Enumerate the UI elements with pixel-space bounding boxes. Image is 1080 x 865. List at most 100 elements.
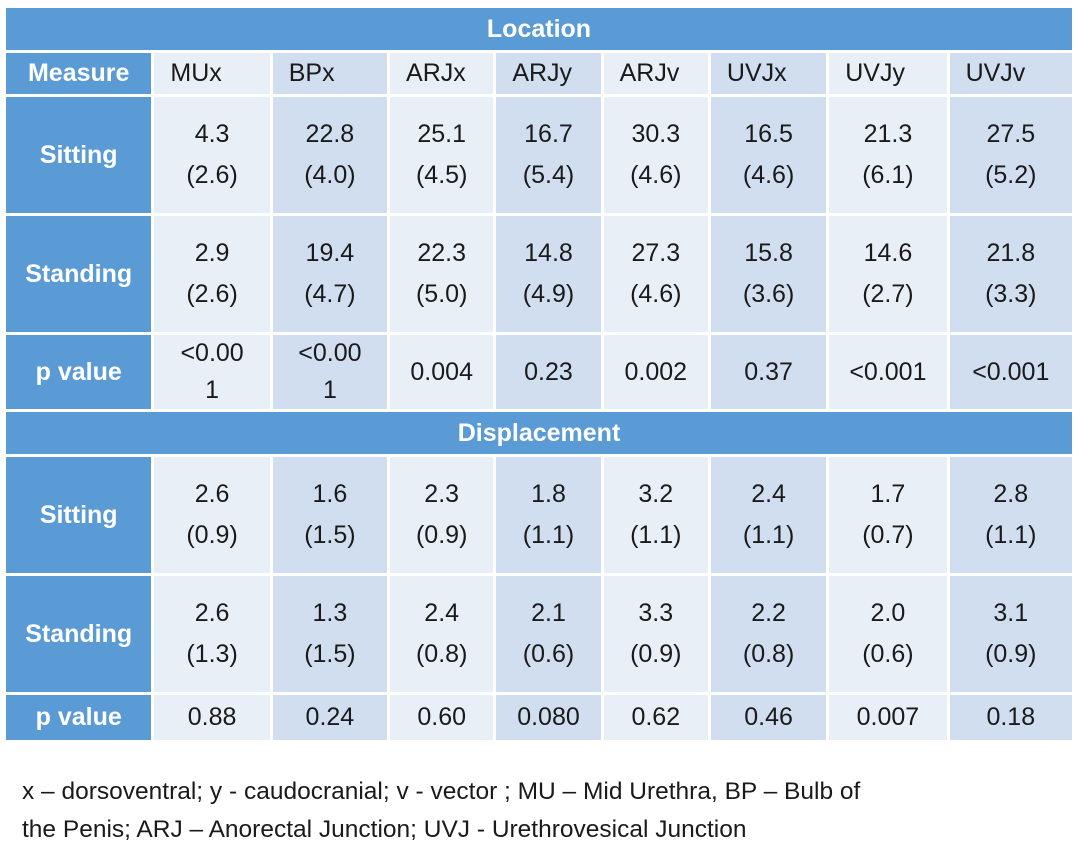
sd-value: (3.6) [742, 280, 795, 308]
displacement-row-label: Standing [6, 576, 152, 692]
table-cell: 1.6 (1.5) [272, 457, 388, 573]
table-cell: 3.2 (1.1) [603, 457, 708, 573]
column-header-arjy: ARJy [496, 53, 601, 94]
location-row-label: Standing [6, 216, 152, 332]
displacement-section-title: Displacement [6, 412, 1072, 454]
table-cell: 22.8 (4.0) [272, 97, 388, 213]
mean-value: 2.6 [194, 480, 230, 508]
table-cell: 3.3 (0.9) [603, 576, 708, 692]
table-cell: 2.6 (1.3) [154, 576, 270, 692]
table-cell: 15.8 (3.6) [710, 216, 827, 332]
sd-value: (4.0) [304, 161, 356, 189]
sd-value: (2.6) [186, 161, 238, 189]
mean-value: 27.3 [631, 239, 681, 267]
p-value-cell: 0.18 [949, 695, 1072, 740]
sd-value: (1.1) [630, 521, 682, 549]
p-value-cell: 0.002 [603, 335, 708, 409]
sd-value: (0.6) [522, 640, 575, 668]
mean-value: 14.6 [863, 239, 913, 267]
mean-value: 2.3 [424, 480, 460, 508]
mean-value: 4.3 [194, 120, 230, 148]
table-cell: 3.1 (0.9) [949, 576, 1072, 692]
table-cell: 2.8 (1.1) [949, 457, 1072, 573]
mean-value: 3.1 [993, 599, 1029, 627]
table-cell: 4.3 (2.6) [154, 97, 270, 213]
sd-value: (4.5) [415, 161, 468, 189]
mean-value: 27.5 [986, 120, 1036, 148]
p-value-cell: 0.88 [154, 695, 270, 740]
table-cell: 2.6 (0.9) [154, 457, 270, 573]
p-value-cell: <0.00 1 [154, 335, 270, 409]
sd-value: (3.3) [985, 280, 1037, 308]
table-cell: 27.5 (5.2) [949, 97, 1072, 213]
location-row-sitting: Sitting 4.3 (2.6) 22.8 (4.0) 25.1 (4.5) 16.7 (5.… [6, 97, 1072, 213]
mean-value: 16.7 [524, 120, 573, 148]
mean-value: 1.8 [531, 480, 566, 508]
table-cell: 2.4 (0.8) [390, 576, 494, 692]
sd-value: (0.8) [415, 640, 468, 668]
table-cell: 2.2 (0.8) [710, 576, 827, 692]
p-value-text: 1 [322, 376, 337, 404]
displacement-row-standing: Standing 2.6 (1.3) 1.3 (1.5) 2.4 (0.8) 2.1 (0.6)… [6, 576, 1072, 692]
table-cell: 16.7 (5.4) [496, 97, 601, 213]
p-value-text: 0.002 [624, 358, 688, 386]
p-value-cell: 0.007 [829, 695, 947, 740]
mean-value: 22.3 [417, 239, 467, 267]
column-header-arjv: ARJv [603, 53, 708, 94]
p-value-cell: 0.004 [390, 335, 494, 409]
mean-value: 2.1 [531, 599, 566, 627]
p-value-text: <0.00 [180, 339, 244, 367]
mean-value: 2.9 [194, 239, 230, 267]
p-value-text: 1 [205, 376, 220, 404]
table-cell: 30.3 (4.6) [603, 97, 708, 213]
sd-value: (1.3) [186, 640, 238, 668]
mean-value: 2.4 [424, 599, 460, 627]
footnote-line-2: the Penis; ARJ – Anorectal Junction; UVJ… [22, 816, 747, 843]
sd-value: (0.9) [186, 521, 238, 549]
p-value-cell: 0.62 [603, 695, 708, 740]
mean-value: 21.8 [986, 239, 1036, 267]
p-value-text: <0.001 [849, 358, 927, 386]
sd-value: (5.0) [415, 280, 468, 308]
p-value-cell: 0.46 [710, 695, 827, 740]
sd-value: (6.1) [862, 161, 914, 189]
displacement-section-row: Displacement [6, 412, 1072, 454]
displacement-p-value-row: p value 0.88 0.24 0.60 0.080 0.62 0.46 0.007 0.1… [6, 695, 1072, 740]
table-cell: 14.8 (4.9) [496, 216, 601, 332]
table-cell: 1.3 (1.5) [272, 576, 388, 692]
measure-label: Measure [6, 53, 152, 94]
location-row-standing: Standing 2.9 (2.6) 19.4 (4.7) 22.3 (5.0) 14.8 (4… [6, 216, 1072, 332]
mean-value: 2.2 [751, 599, 786, 627]
p-value-cell: 0.37 [710, 335, 827, 409]
displacement-p-value-label: p value [6, 695, 152, 740]
sd-value: (1.5) [304, 640, 356, 668]
table-cell: 1.7 (0.7) [829, 457, 947, 573]
footnote-line-1: x – dorsoventral; y - caudocranial; v - … [22, 778, 861, 805]
p-value-cell: 0.23 [496, 335, 601, 409]
table-cell: 22.3 (5.0) [390, 216, 494, 332]
table-cell: 2.4 (1.1) [710, 457, 827, 573]
p-value-text: 0.004 [410, 358, 473, 386]
sd-value: (1.1) [742, 521, 795, 549]
sd-value: (2.6) [186, 280, 238, 308]
mean-value: 22.8 [305, 120, 355, 148]
column-header-mux: MUx [154, 53, 270, 94]
sd-value: (4.9) [522, 280, 575, 308]
location-section-row: Location [6, 8, 1072, 50]
p-value-cell: 0.60 [390, 695, 494, 740]
displacement-row-label: Sitting [6, 457, 152, 573]
p-value-text: 0.37 [744, 358, 793, 386]
column-header-uvjy: UVJy [829, 53, 947, 94]
mean-value: 2.6 [194, 599, 230, 627]
p-value-cell: 0.080 [496, 695, 601, 740]
mean-value: 2.8 [993, 480, 1029, 508]
mean-value: 2.0 [870, 599, 906, 627]
sd-value: (0.6) [862, 640, 914, 668]
sd-value: (5.4) [522, 161, 575, 189]
mean-value: 1.6 [312, 480, 348, 508]
mean-value: 3.3 [638, 599, 674, 627]
table-cell: 1.8 (1.1) [496, 457, 601, 573]
sd-value: (0.7) [862, 521, 914, 549]
table-cell: 2.1 (0.6) [496, 576, 601, 692]
